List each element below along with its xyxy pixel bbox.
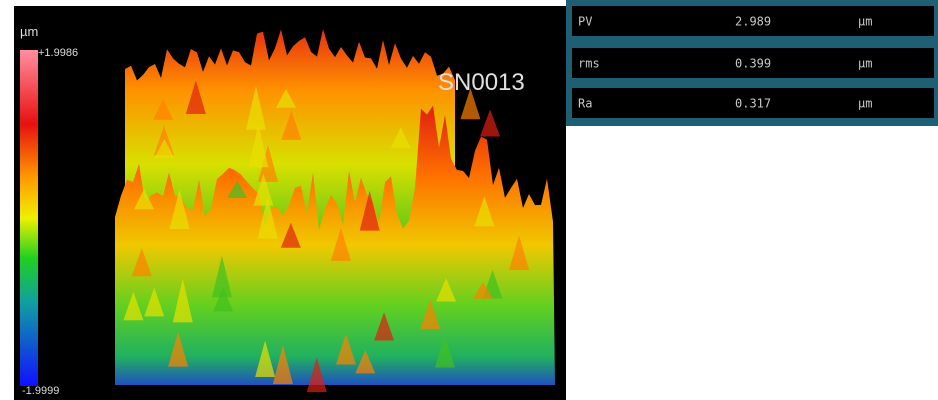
table-cell: PV [578, 15, 592, 29]
color-bar [20, 50, 38, 386]
profile-view: µm +1.9986 -1.9999 SN0013 PV 2.989 µm rms 0.… [0, 0, 938, 400]
table-cell: µm [858, 97, 872, 111]
table-cell: 0.317 [735, 97, 771, 111]
scale-unit: µm [20, 24, 38, 39]
table-cell: µm [858, 15, 872, 29]
table-cell: rms [578, 57, 600, 71]
table-cell: Ra [578, 97, 592, 111]
table-cell: µm [858, 57, 872, 71]
scale-max: +1.9986 [38, 47, 78, 59]
screenshot: µm +1.9986 -1.9999 SN0013 PV 2.989 µm rms 0.… [0, 0, 938, 400]
scale-min: -1.9999 [22, 385, 59, 397]
table-cell: 2.989 [735, 15, 771, 29]
table-cell: 0.399 [735, 57, 771, 71]
sample-id: SN0013 [438, 69, 525, 96]
